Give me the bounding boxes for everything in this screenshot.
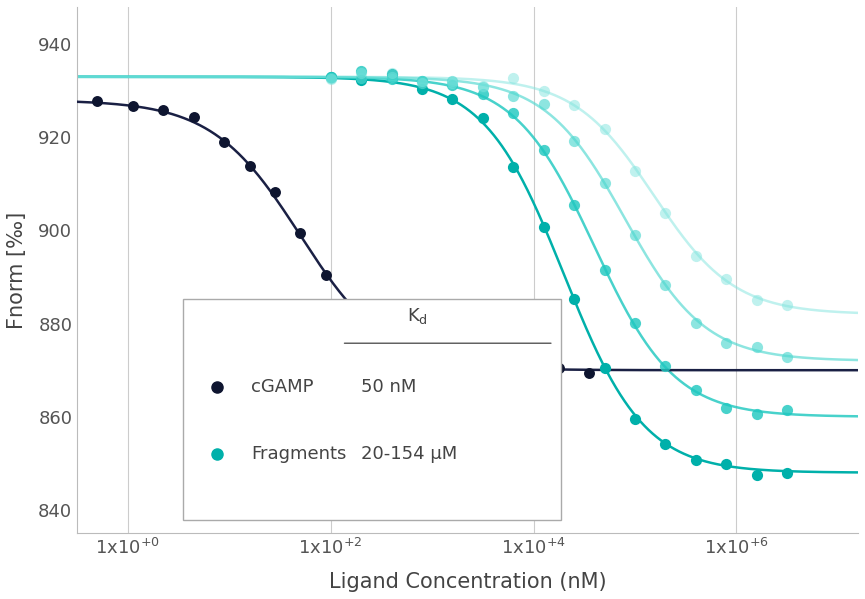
Point [476, 90, 490, 99]
Point [415, 76, 429, 86]
Text: cGAMP: cGAMP [251, 379, 313, 397]
Point [552, 364, 566, 373]
Point [445, 77, 459, 86]
Point [658, 280, 672, 290]
Point [506, 73, 520, 83]
Point [217, 137, 231, 147]
Text: Fragments: Fragments [251, 444, 346, 463]
Point [385, 72, 399, 82]
Point [750, 342, 764, 352]
Point [780, 405, 794, 415]
Point [415, 76, 429, 86]
Point [628, 319, 642, 328]
Point [385, 69, 399, 79]
Point [598, 265, 612, 275]
Point [354, 74, 368, 83]
Point [567, 137, 581, 146]
Point [324, 74, 337, 84]
Point [750, 470, 764, 480]
Point [658, 208, 672, 218]
Point [318, 270, 332, 280]
Point [476, 113, 490, 122]
Point [658, 361, 672, 371]
Point [537, 145, 551, 155]
Point [598, 179, 612, 188]
Point [354, 75, 368, 85]
Point [324, 74, 337, 83]
Point [537, 86, 551, 95]
Point [471, 367, 484, 376]
Point [628, 167, 642, 176]
Point [689, 252, 702, 261]
Point [385, 74, 399, 84]
Y-axis label: Fnorm [‰]: Fnorm [‰] [7, 211, 27, 329]
Point [598, 364, 612, 373]
Point [628, 231, 642, 240]
Point [720, 459, 734, 468]
X-axis label: Ligand Concentration (nM): Ligand Concentration (nM) [329, 572, 606, 592]
Point [354, 66, 368, 75]
Point [415, 78, 429, 87]
Point [628, 414, 642, 423]
Point [324, 72, 337, 81]
Point [268, 187, 282, 197]
Point [476, 83, 490, 92]
Point [476, 81, 490, 90]
Point [567, 101, 581, 110]
Point [415, 84, 429, 93]
Point [420, 350, 434, 360]
Point [658, 439, 672, 449]
Point [689, 385, 702, 395]
Point [582, 368, 596, 377]
Point [720, 338, 734, 347]
Point [187, 113, 201, 122]
Text: K$_\mathregular{d}$: K$_\mathregular{d}$ [407, 305, 428, 325]
Point [689, 455, 702, 464]
FancyBboxPatch shape [183, 299, 561, 520]
Point [567, 201, 581, 210]
Point [324, 72, 337, 82]
Point [354, 68, 368, 77]
Point [497, 365, 510, 374]
Point [750, 296, 764, 305]
Point [750, 409, 764, 419]
Point [126, 102, 140, 111]
Point [780, 300, 794, 310]
Point [385, 68, 399, 78]
Point [445, 78, 459, 88]
Text: 50 nM: 50 nM [361, 379, 416, 397]
Point [344, 299, 358, 308]
Point [780, 468, 794, 478]
Point [394, 343, 408, 352]
Point [91, 96, 105, 106]
Point [506, 108, 520, 118]
Point [369, 326, 383, 336]
Point [445, 80, 459, 90]
Point [720, 274, 734, 283]
Point [157, 105, 170, 114]
Point [522, 367, 535, 377]
Point [689, 318, 702, 328]
Point [537, 99, 551, 108]
Point [243, 161, 257, 171]
Text: 20-154 μM: 20-154 μM [361, 444, 457, 463]
Point [537, 223, 551, 232]
Point [720, 403, 734, 413]
Point [598, 124, 612, 134]
Point [445, 364, 459, 373]
Point [293, 228, 307, 238]
Point [506, 91, 520, 101]
Point [445, 95, 459, 104]
Point [567, 294, 581, 304]
Point [780, 352, 794, 362]
Point [506, 162, 520, 171]
